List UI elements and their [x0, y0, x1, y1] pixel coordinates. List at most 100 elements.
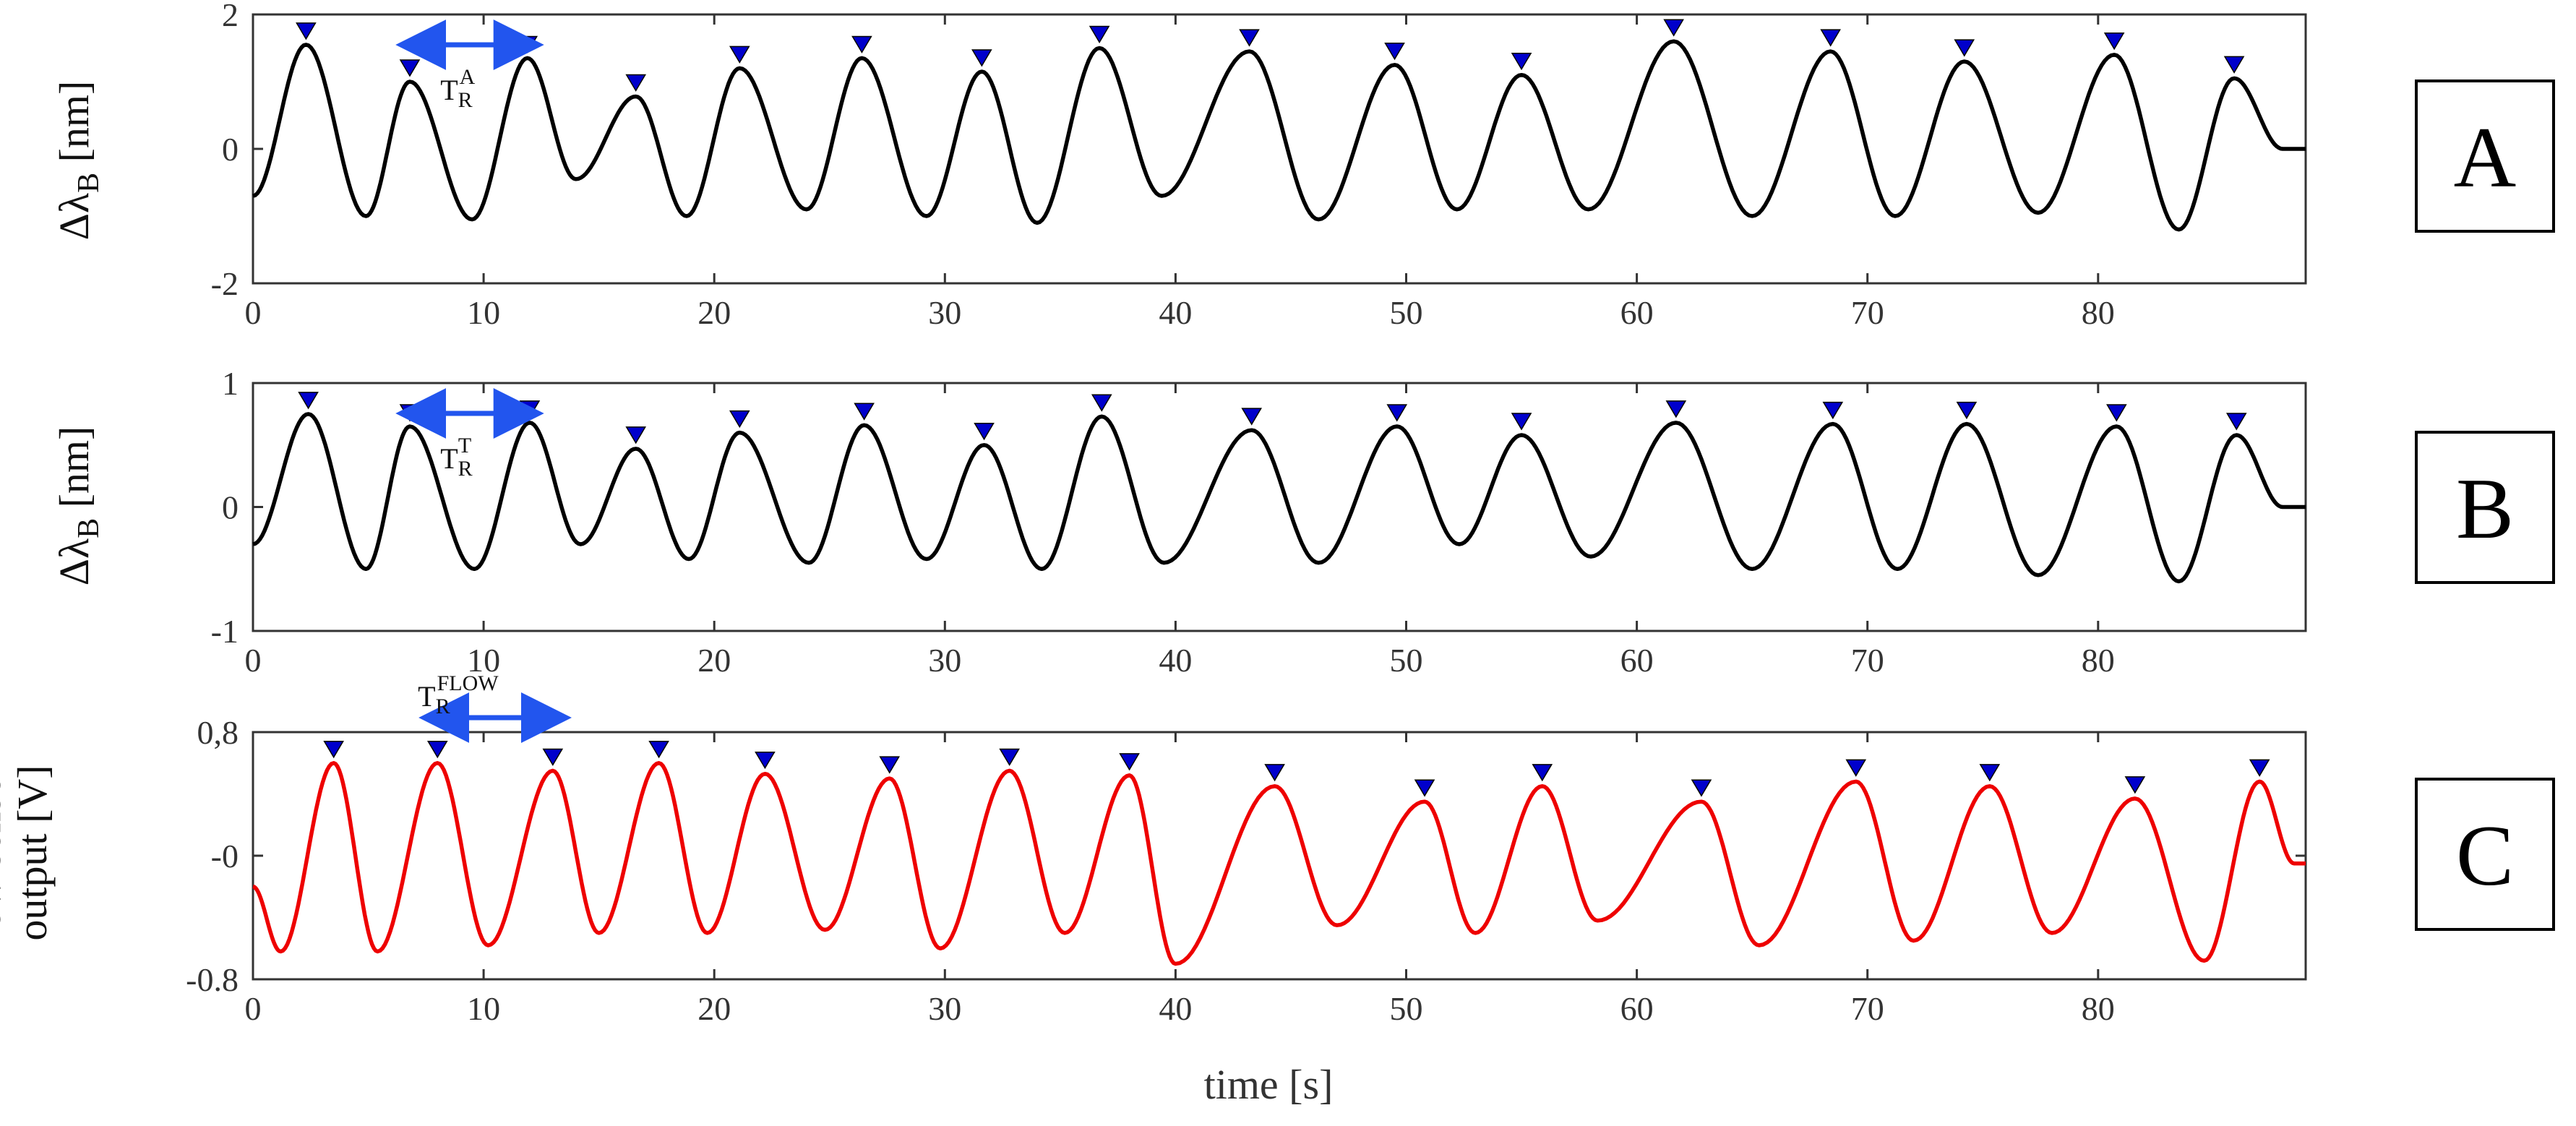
x-tick-label: 60 — [1620, 642, 1654, 679]
x-tick-label: 20 — [697, 294, 731, 331]
x-tick-label: 0 — [245, 642, 262, 679]
x-tick-label: 80 — [2082, 642, 2115, 679]
peak-marker — [1511, 52, 1532, 71]
peak-marker — [1820, 29, 1841, 47]
x-tick-label: 30 — [928, 990, 961, 1027]
peak-marker — [1979, 764, 2001, 782]
peak-marker — [323, 741, 344, 759]
x-tick-label: 10 — [467, 642, 500, 679]
y-tick-label: -0.8 — [186, 961, 239, 998]
peak-marker — [1954, 39, 1975, 57]
panel-label-box — [2415, 778, 2555, 931]
x-tick-label: 0 — [245, 294, 262, 331]
y-tick-label: 0,8 — [197, 714, 239, 751]
ylabel-sub: B — [72, 173, 106, 193]
panel-label: B — [2456, 460, 2514, 556]
peak-marker — [298, 392, 319, 410]
y-tick-label: 2 — [222, 0, 239, 33]
panel-b-ylabel: ΔλB [nm] — [51, 426, 106, 586]
peak-marker — [851, 35, 872, 53]
peak-marker — [399, 59, 421, 77]
x-tick-label: 20 — [697, 642, 731, 679]
peak-marker — [1414, 779, 1435, 797]
panel-label-box — [2415, 431, 2555, 584]
y-tick-label: 1 — [222, 365, 239, 402]
peak-marker — [1091, 394, 1112, 412]
ylabel-unit: [nm] — [51, 426, 98, 518]
x-tick-label: 80 — [2082, 990, 2115, 1027]
y-tick-label: 0 — [222, 489, 239, 526]
x-tick-label: 30 — [928, 294, 961, 331]
y-tick-label: -2 — [211, 265, 239, 302]
ylabel-unit: [nm] — [51, 81, 98, 173]
peak-marker — [625, 74, 647, 92]
peak-marker — [1384, 43, 1405, 61]
peak-marker — [648, 741, 669, 759]
x-tick-label: 50 — [1390, 642, 1423, 679]
peak-marker — [2103, 33, 2125, 51]
period-label: TRA — [440, 65, 475, 112]
peak-marker — [1386, 404, 1408, 422]
series-line — [252, 39, 2307, 232]
x-tick-label: 60 — [1620, 990, 1654, 1027]
y-tick-label: -0 — [211, 838, 239, 874]
x-tick-label: 70 — [1851, 642, 1884, 679]
peak-marker — [296, 22, 317, 40]
peak-marker — [1511, 413, 1532, 431]
x-tick-label: 60 — [1620, 294, 1654, 331]
peak-marker — [755, 751, 776, 770]
peak-marker — [999, 748, 1020, 766]
x-tick-label: 50 — [1390, 294, 1423, 331]
peak-marker — [1089, 25, 1110, 43]
x-tick-label: 70 — [1851, 990, 1884, 1027]
peak-marker — [542, 748, 564, 766]
x-tick-label: 40 — [1159, 642, 1192, 679]
x-tick-label: 20 — [697, 990, 731, 1027]
peak-marker — [1241, 408, 1263, 426]
peak-marker — [1845, 759, 1867, 777]
panel-label: C — [2456, 807, 2514, 903]
peak-marker — [879, 756, 901, 774]
x-tick-label: 0 — [245, 990, 262, 1027]
peak-marker — [2124, 776, 2146, 794]
panel-label-box — [2415, 79, 2555, 233]
ylabel-line-2: output [V] — [9, 765, 56, 940]
panel-a-ylabel: ΔλB [nm] — [51, 81, 106, 241]
x-tick-label: 50 — [1390, 990, 1423, 1027]
peak-marker — [1665, 400, 1687, 418]
panel-c: flow sensor output [V] time [s] 0 10 20 30 4… — [0, 671, 2555, 1108]
panel-c-ylabel: flow sensor output [V] — [0, 750, 56, 955]
peak-marker — [2249, 759, 2270, 777]
peak-marker — [1532, 764, 1553, 782]
ylabel-main: Δλ — [51, 538, 98, 585]
x-tick-label: 70 — [1851, 294, 1884, 331]
ylabel-main: Δλ — [51, 193, 98, 240]
x-tick-label: 30 — [928, 642, 961, 679]
x-tick-label: 40 — [1159, 990, 1192, 1027]
period-label: TRFLOW — [418, 671, 499, 718]
x-tick-label: 40 — [1159, 294, 1192, 331]
series-line — [252, 412, 2307, 584]
peak-marker — [729, 410, 750, 429]
peak-marker — [1956, 401, 1978, 420]
peak-marker — [2223, 56, 2245, 74]
peak-marker — [971, 49, 992, 67]
peak-marker — [1691, 779, 1712, 797]
x-tick-label: 80 — [2082, 294, 2115, 331]
peak-marker — [426, 741, 448, 759]
panel-label: A — [2454, 109, 2517, 205]
peak-marker — [1264, 764, 1285, 782]
x-tick-label: 10 — [467, 990, 500, 1027]
peak-marker — [1239, 29, 1260, 47]
peak-marker — [974, 423, 995, 441]
series-line — [252, 761, 2308, 966]
peak-marker — [1663, 19, 1684, 37]
peak-marker — [1822, 401, 1844, 420]
peak-marker — [2106, 404, 2127, 422]
y-tick-label: 0 — [222, 131, 239, 168]
peak-marker — [625, 426, 647, 444]
ylabel-sub: B — [72, 518, 106, 538]
